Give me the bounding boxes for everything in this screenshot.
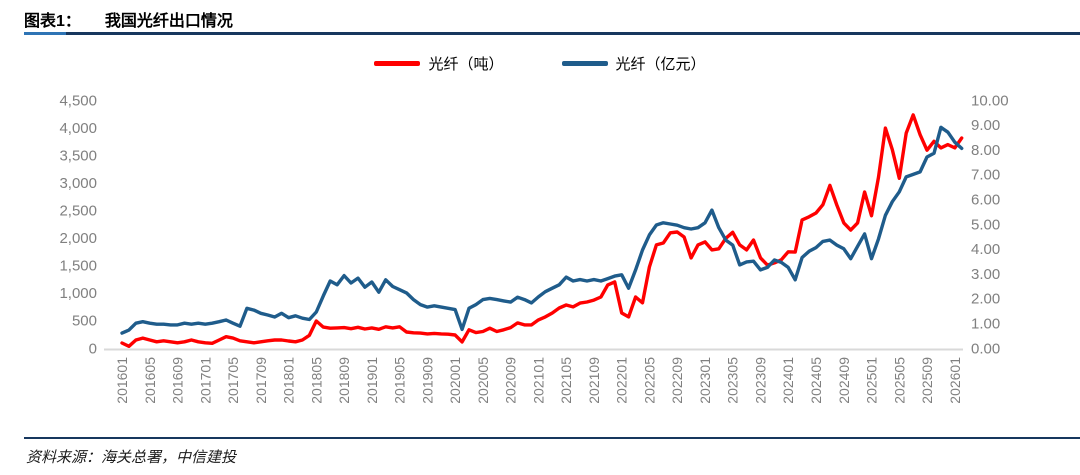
x-axis-tick-label: 202301 — [697, 357, 713, 404]
x-axis-tick-label: 201801 — [281, 357, 297, 404]
title-rule — [24, 32, 1080, 35]
x-axis-tick-label: 201709 — [253, 357, 269, 404]
x-axis-tick-label: 202405 — [808, 357, 824, 404]
left-axis-tick-label: 2,500 — [59, 202, 97, 219]
left-axis-tick-label: 1,500 — [59, 258, 97, 275]
legend-line-red — [374, 61, 421, 66]
x-axis-tick-label: 201609 — [170, 357, 186, 404]
left-axis-tick-label: 1,000 — [59, 285, 97, 302]
x-axis-tick-label: 201605 — [142, 357, 158, 404]
x-axis-tick-label: 202005 — [475, 357, 491, 404]
x-axis-tick-label: 202105 — [558, 357, 574, 404]
figure-number: 图表1： — [24, 13, 81, 30]
x-axis-tick-label: 201905 — [392, 357, 408, 404]
right-axis-tick-label: 10.00 — [971, 92, 1009, 109]
left-axis-tick-label: 4,000 — [59, 120, 97, 137]
series-line-tons — [120, 113, 964, 348]
right-axis-tick-label: 1.00 — [971, 315, 1000, 332]
x-axis-tick-label: 202401 — [780, 357, 796, 404]
x-axis-tick-label: 202205 — [641, 357, 657, 404]
x-axis-tick-label: 201705 — [225, 357, 241, 404]
right-axis-tick-label: 7.00 — [971, 167, 1000, 184]
x-axis-tick-label: 201901 — [364, 357, 380, 404]
left-axis-tick-label: 2,000 — [59, 230, 97, 247]
x-axis-tick-label: 202001 — [447, 357, 463, 404]
legend-item-yuan: 光纤（亿元） — [561, 53, 706, 74]
left-axis-tick-label: 3,500 — [59, 147, 97, 164]
x-axis-tick-label: 202209 — [669, 357, 685, 404]
right-axis-tick-label: 4.00 — [971, 241, 1000, 258]
legend-line-blue — [561, 61, 608, 66]
chart-legend: 光纤（吨） 光纤（亿元） — [0, 53, 1080, 74]
figure-title: 图表1： 我国光纤出口情况 — [24, 7, 233, 31]
x-axis-tick-label: 202509 — [919, 357, 935, 404]
x-axis-tick-label: 202009 — [503, 357, 519, 404]
legend-label-yuan: 光纤（亿元） — [615, 56, 706, 73]
x-axis-tick-label: 201601 — [114, 357, 130, 404]
legend-label-tons: 光纤（吨） — [428, 56, 504, 73]
x-axis-tick-label: 202309 — [752, 357, 768, 404]
legend-item-tons: 光纤（吨） — [374, 53, 504, 74]
x-axis-tick-label: 202305 — [725, 357, 741, 404]
left-axis-tick-label: 0 — [89, 340, 97, 357]
x-axis-tick-label: 202601 — [947, 357, 963, 404]
x-axis-tick-label: 201909 — [419, 357, 435, 404]
source-note: 资料来源：海关总署，中信建投 — [26, 450, 237, 466]
x-axis-tick-label: 202409 — [836, 357, 852, 404]
left-axis-tick-label: 4,500 — [59, 92, 97, 109]
right-axis-tick-label: 3.00 — [971, 266, 1000, 283]
right-axis-tick-label: 6.00 — [971, 191, 1000, 208]
right-axis-tick-label: 8.00 — [971, 142, 1000, 159]
x-axis-tick-label: 201809 — [336, 357, 352, 404]
x-axis-tick-label: 202201 — [614, 357, 630, 404]
series-line-yuan — [120, 125, 964, 335]
right-axis-tick-label: 9.00 — [971, 117, 1000, 134]
left-axis-tick-label: 500 — [72, 313, 97, 330]
x-axis-tick-label: 202505 — [891, 357, 907, 404]
x-axis-tick-label: 202109 — [586, 357, 602, 404]
x-axis-tick-label: 202501 — [864, 357, 880, 404]
x-axis-tick-label: 202101 — [530, 357, 546, 404]
right-axis-tick-label: 0.00 — [971, 340, 1000, 357]
x-axis-tick-label: 201701 — [197, 357, 213, 404]
figure-title-text: 我国光纤出口情况 — [104, 13, 233, 30]
right-axis-tick-label: 2.00 — [971, 291, 1000, 308]
right-axis-tick-label: 5.00 — [971, 216, 1000, 233]
footer-rule — [24, 437, 1080, 439]
x-axis-tick-label: 201805 — [308, 357, 324, 404]
left-axis-tick-label: 3,000 — [59, 175, 97, 192]
